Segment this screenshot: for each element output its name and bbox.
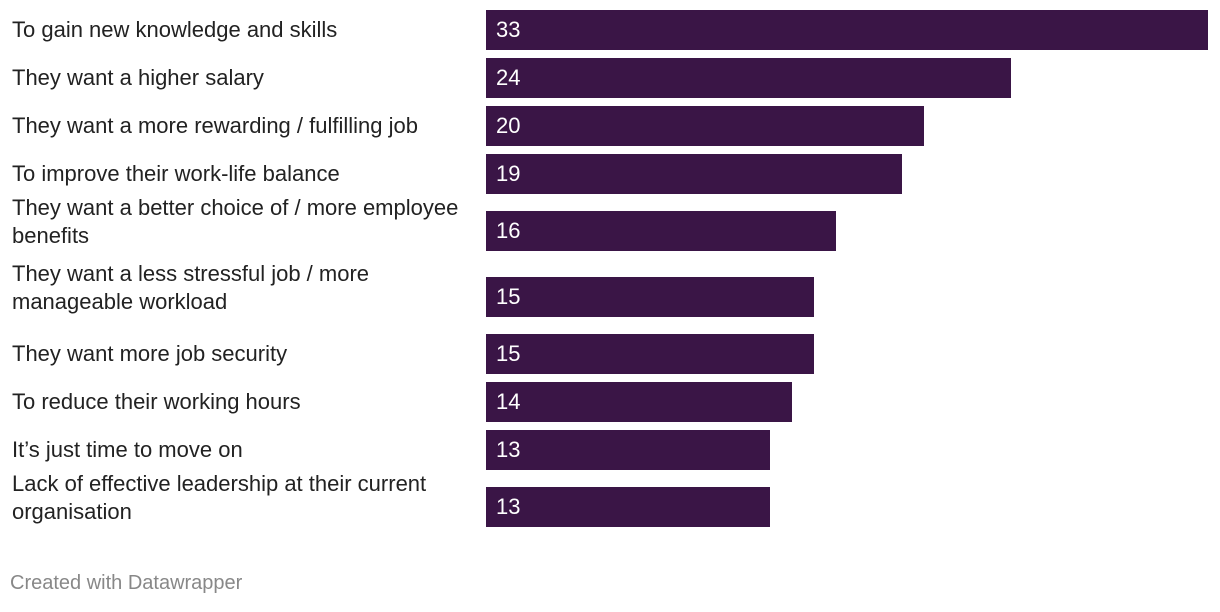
value-label: 13 xyxy=(496,494,521,519)
bar-row: To gain new knowledge and skills 33 xyxy=(0,10,1220,58)
value-label: 15 xyxy=(496,284,521,309)
value-label: 16 xyxy=(496,218,521,243)
category-label: They want more job security xyxy=(12,341,288,366)
bar: 24 xyxy=(486,58,1011,98)
bar-row: They want a better choice of / more empl… xyxy=(0,195,1220,268)
category-label: To improve their work-life balance xyxy=(12,161,340,186)
credit-text: Created with Datawrapper xyxy=(10,572,243,594)
bar: 13 xyxy=(486,430,770,470)
bar-row: Lack of effective leadership at their cu… xyxy=(0,471,1220,544)
category-label: It’s just time to move on xyxy=(12,437,243,462)
bar: 33 xyxy=(486,10,1208,50)
value-label: 14 xyxy=(496,389,521,414)
category-label: They want a more rewarding / fulfilling … xyxy=(12,113,418,138)
value-label: 19 xyxy=(496,161,521,186)
value-label: 15 xyxy=(496,341,521,366)
value-label: 13 xyxy=(496,437,521,462)
bar-row: To reduce their working hours 14 xyxy=(0,382,1220,430)
bar-row: They want a less stressful job / more ma… xyxy=(0,261,1220,334)
value-label: 24 xyxy=(496,65,521,90)
category-label: Lack of effective leadership at their cu… xyxy=(12,471,427,524)
category-label: They want a better choice of / more empl… xyxy=(12,195,459,248)
value-label: 33 xyxy=(496,17,521,42)
bar-chart: To gain new knowledge and skills 33 They w… xyxy=(0,10,1220,544)
bar: 13 xyxy=(486,487,770,527)
bar: 15 xyxy=(486,277,814,317)
category-label: To gain new knowledge and skills xyxy=(12,17,338,42)
bar-row: They want a more rewarding / fulfilling … xyxy=(0,106,1220,154)
bar-row: They want a higher salary 24 xyxy=(0,58,1220,106)
bar: 16 xyxy=(486,211,836,251)
bar-row: It’s just time to move on 13 xyxy=(0,430,1220,478)
bar: 20 xyxy=(486,106,924,146)
category-label: They want a less stressful job / more ma… xyxy=(12,261,370,314)
category-label: To reduce their working hours xyxy=(12,389,301,414)
value-label: 20 xyxy=(496,113,521,138)
bar-row: To improve their work-life balance 19 xyxy=(0,154,1220,202)
bar: 15 xyxy=(486,334,814,374)
bar: 14 xyxy=(486,382,792,422)
bar: 19 xyxy=(486,154,902,194)
bar-row: They want more job security 15 xyxy=(0,334,1220,382)
category-label: They want a higher salary xyxy=(12,65,264,90)
